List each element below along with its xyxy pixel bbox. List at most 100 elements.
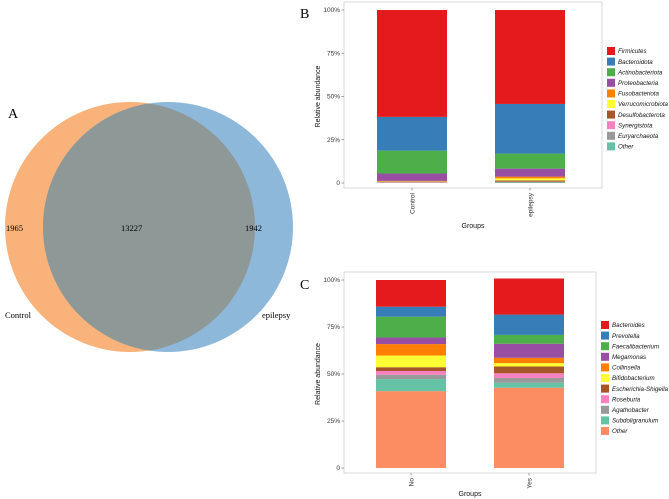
venn-unique-epilepsy: 1942 [245,223,262,233]
venn-label-control: Control [5,310,32,320]
x-tick-label: epilepsy [527,192,534,217]
legend-label: Actinobacteriota [617,69,663,76]
bar-segment-bifidobacterium [376,355,446,368]
legend-swatch [607,100,615,108]
legend-swatch [607,47,615,55]
legend-label: Proteobacteria [618,80,659,87]
legend-swatch [601,427,609,435]
legend-label: Agathobacter [611,407,650,414]
legend-swatch [607,131,615,140]
legend-label: Verrucomicrobiota [618,101,669,108]
bar-segment-firmicutes [495,10,565,104]
bar-segment-desulfobacterota [377,181,447,183]
legend-label: Escherichia-Shigella [612,386,669,393]
legend-label: Desulfobacterota [618,112,665,119]
legend-label: Other [618,144,634,151]
y-tick-label: 50% [327,94,340,101]
y-tick-label: 0 [336,465,340,472]
venn-overlap [43,102,255,352]
bar-segment-collinsella [494,357,564,364]
bar-segment-bacteroidota [495,103,565,154]
panel-letter-b: B [300,7,309,22]
bar-segment-bacteroides [376,280,446,307]
legend-swatch [601,395,609,404]
bar-segment-prevotella [494,314,564,335]
legend-label: Prevotella [612,333,640,340]
x-tick-label: Yes [526,477,533,488]
legend-swatch [607,68,615,77]
legend-label: Collinsella [612,365,641,372]
bar-chart-genus: C 0 25% 50% 75% 100% Relative abundance No Yes G… [300,271,669,498]
bar-segment-roseburia [494,373,564,378]
bar-segment-verrucomicrobiota [495,178,565,181]
legend-label: Bifidobacterium [612,375,655,382]
bar-segment-faecalibacterium [494,334,564,344]
venn-unique-control: 1965 [6,223,23,233]
legend-label: Synergistota [618,122,653,129]
bar-segment-megamonas [494,343,564,358]
legend-swatch [601,384,609,393]
bar-segment-collinsella [376,344,446,356]
legend-swatch [601,363,609,372]
x-tick-label: No [408,478,415,487]
bar-segment-bacteroides [494,278,564,315]
legend-label: Roseburia [612,396,641,403]
bar-segment-faecalibacterium [376,316,446,338]
x-tick-label: Control [409,192,416,214]
legend-label: Fusobacteriota [618,91,659,98]
bar-segment-other [495,182,565,183]
y-tick-label: 50% [327,371,340,378]
legend-swatch [607,110,615,119]
y-tick-label: 25% [327,137,340,144]
bar-segment-agathobacter [376,374,446,380]
bar-segment-actinobacteriota [495,153,565,169]
legend-swatch [601,352,609,361]
bar-segment-escherichia-shigella [494,366,564,374]
legend-swatch [601,321,609,329]
y-axis-title: Relative abundance [315,343,322,405]
legend-swatch [607,121,615,130]
legend-label: Megamonas [612,354,646,361]
legend-swatch [607,57,615,66]
bar-chart-phylum: B 0 25% 50% 75% 100% Relative abundance Contro… [300,1,669,230]
legend-swatch [601,374,609,382]
legend-swatch [607,89,615,98]
y-tick-label: 25% [327,418,340,425]
bar-segment-proteobacteria [495,168,565,177]
y-tick-label: 75% [327,324,340,331]
y-tick-label: 0 [336,180,340,187]
x-axis-title: Groups [459,491,482,498]
legend-label: Firmicutes [618,48,647,55]
y-tick-label: 100% [323,277,340,284]
bar-segment-escherichia-shigella [376,367,446,371]
bar-segment-euryarchaeota [495,181,565,183]
bar-segment-prevotella [376,306,446,317]
bar-segment-subdoligranulum [494,382,564,388]
legend-label: Other [612,428,628,435]
y-tick-label: 75% [327,50,340,57]
venn-label-epilepsy: epilepsy [262,310,291,320]
y-tick-label: 100% [323,7,340,14]
legend-label: Faecalibacterium [612,343,659,350]
bar-segment-firmicutes [377,10,447,117]
bar-segment-roseburia [376,370,446,375]
legend-label: Bacteroidota [618,59,653,66]
legend-label: Subdoligranulum [612,418,658,425]
bar-segment-desulfobacterota [495,180,565,182]
bar-segment-bifidobacterium [494,363,564,367]
y-axis-title: Relative abundance [315,65,322,127]
panel-letter-c: C [300,278,309,293]
venn-panel: A 1965 13227 1942 Control epilepsy [5,102,293,352]
legend-swatch [601,342,609,351]
bar-segment-other [494,387,564,468]
bar-segment-subdoligranulum [376,379,446,392]
legend-swatch [601,331,609,340]
legend-swatch [607,142,615,151]
bar-segment-other [376,391,446,468]
bar-segment-bacteroidota [377,116,447,151]
x-axis-title: Groups [462,223,485,230]
legend-label: Bacteroides [612,322,645,329]
bar-segment-proteobacteria [377,173,447,181]
legend-swatch [601,416,609,425]
